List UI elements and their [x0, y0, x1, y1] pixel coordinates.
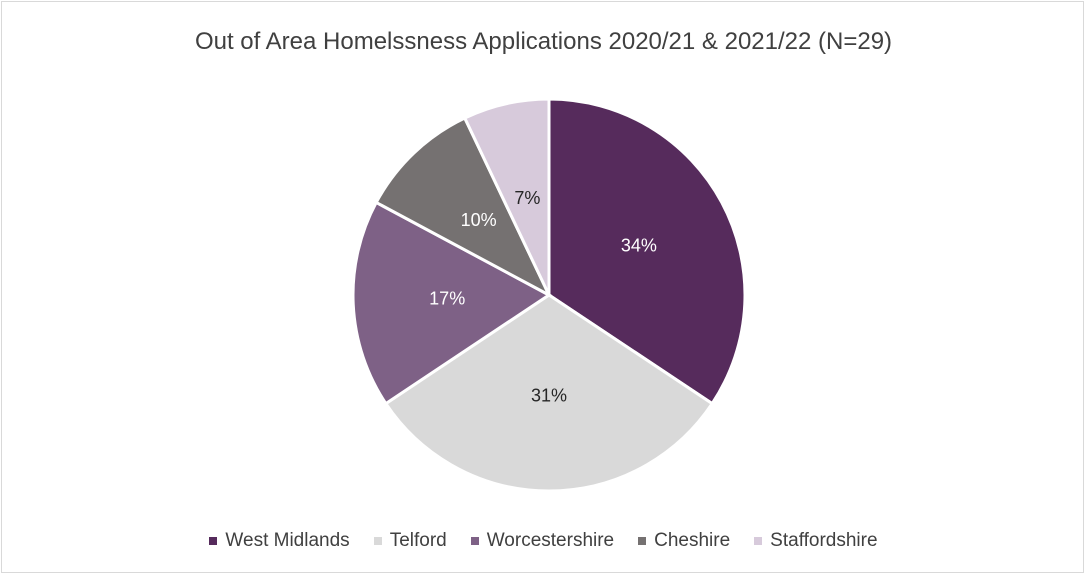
pie-slice-worcestershire — [351, 200, 552, 406]
legend-label: Cheshire — [654, 530, 731, 551]
pie-chart: 34% 31% 17% 10% 7% — [351, 97, 747, 493]
legend-swatch — [470, 537, 479, 545]
chart-title: Out of Area Homelssness Applications 202… — [194, 28, 893, 55]
legend-swatch — [638, 537, 647, 545]
data-label-west-midlands: 34% — [621, 236, 657, 256]
data-label-staffordshire: 7% — [514, 188, 540, 208]
legend-item-worcestershire: Worcestershire — [470, 530, 615, 552]
legend-label: Worcestershire — [486, 530, 615, 551]
pie-slice-telford — [383, 293, 715, 493]
data-label-cheshire: 10% — [461, 210, 497, 230]
legend-item-staffordshire: Staffordshire — [754, 530, 878, 552]
pie-slice-staffordshire — [462, 97, 551, 296]
legend-item-west-midlands: West Midlands — [209, 530, 350, 552]
legend-label: West Midlands — [225, 530, 350, 551]
legend-item-cheshire: Cheshire — [638, 530, 730, 552]
pie-slice-cheshire — [374, 116, 553, 299]
legend-label: Staffordshire — [770, 530, 878, 551]
data-label-worcestershire: 17% — [429, 289, 465, 309]
legend-swatch — [373, 537, 382, 545]
chart-legend: West Midlands Telford Worcestershire Cheshi… — [2, 530, 1085, 552]
data-label-telford: 31% — [531, 386, 567, 406]
legend-swatch — [754, 537, 763, 545]
legend-swatch — [209, 537, 218, 545]
legend-item-telford: Telford — [373, 530, 447, 552]
legend-label: Telford — [389, 530, 447, 551]
